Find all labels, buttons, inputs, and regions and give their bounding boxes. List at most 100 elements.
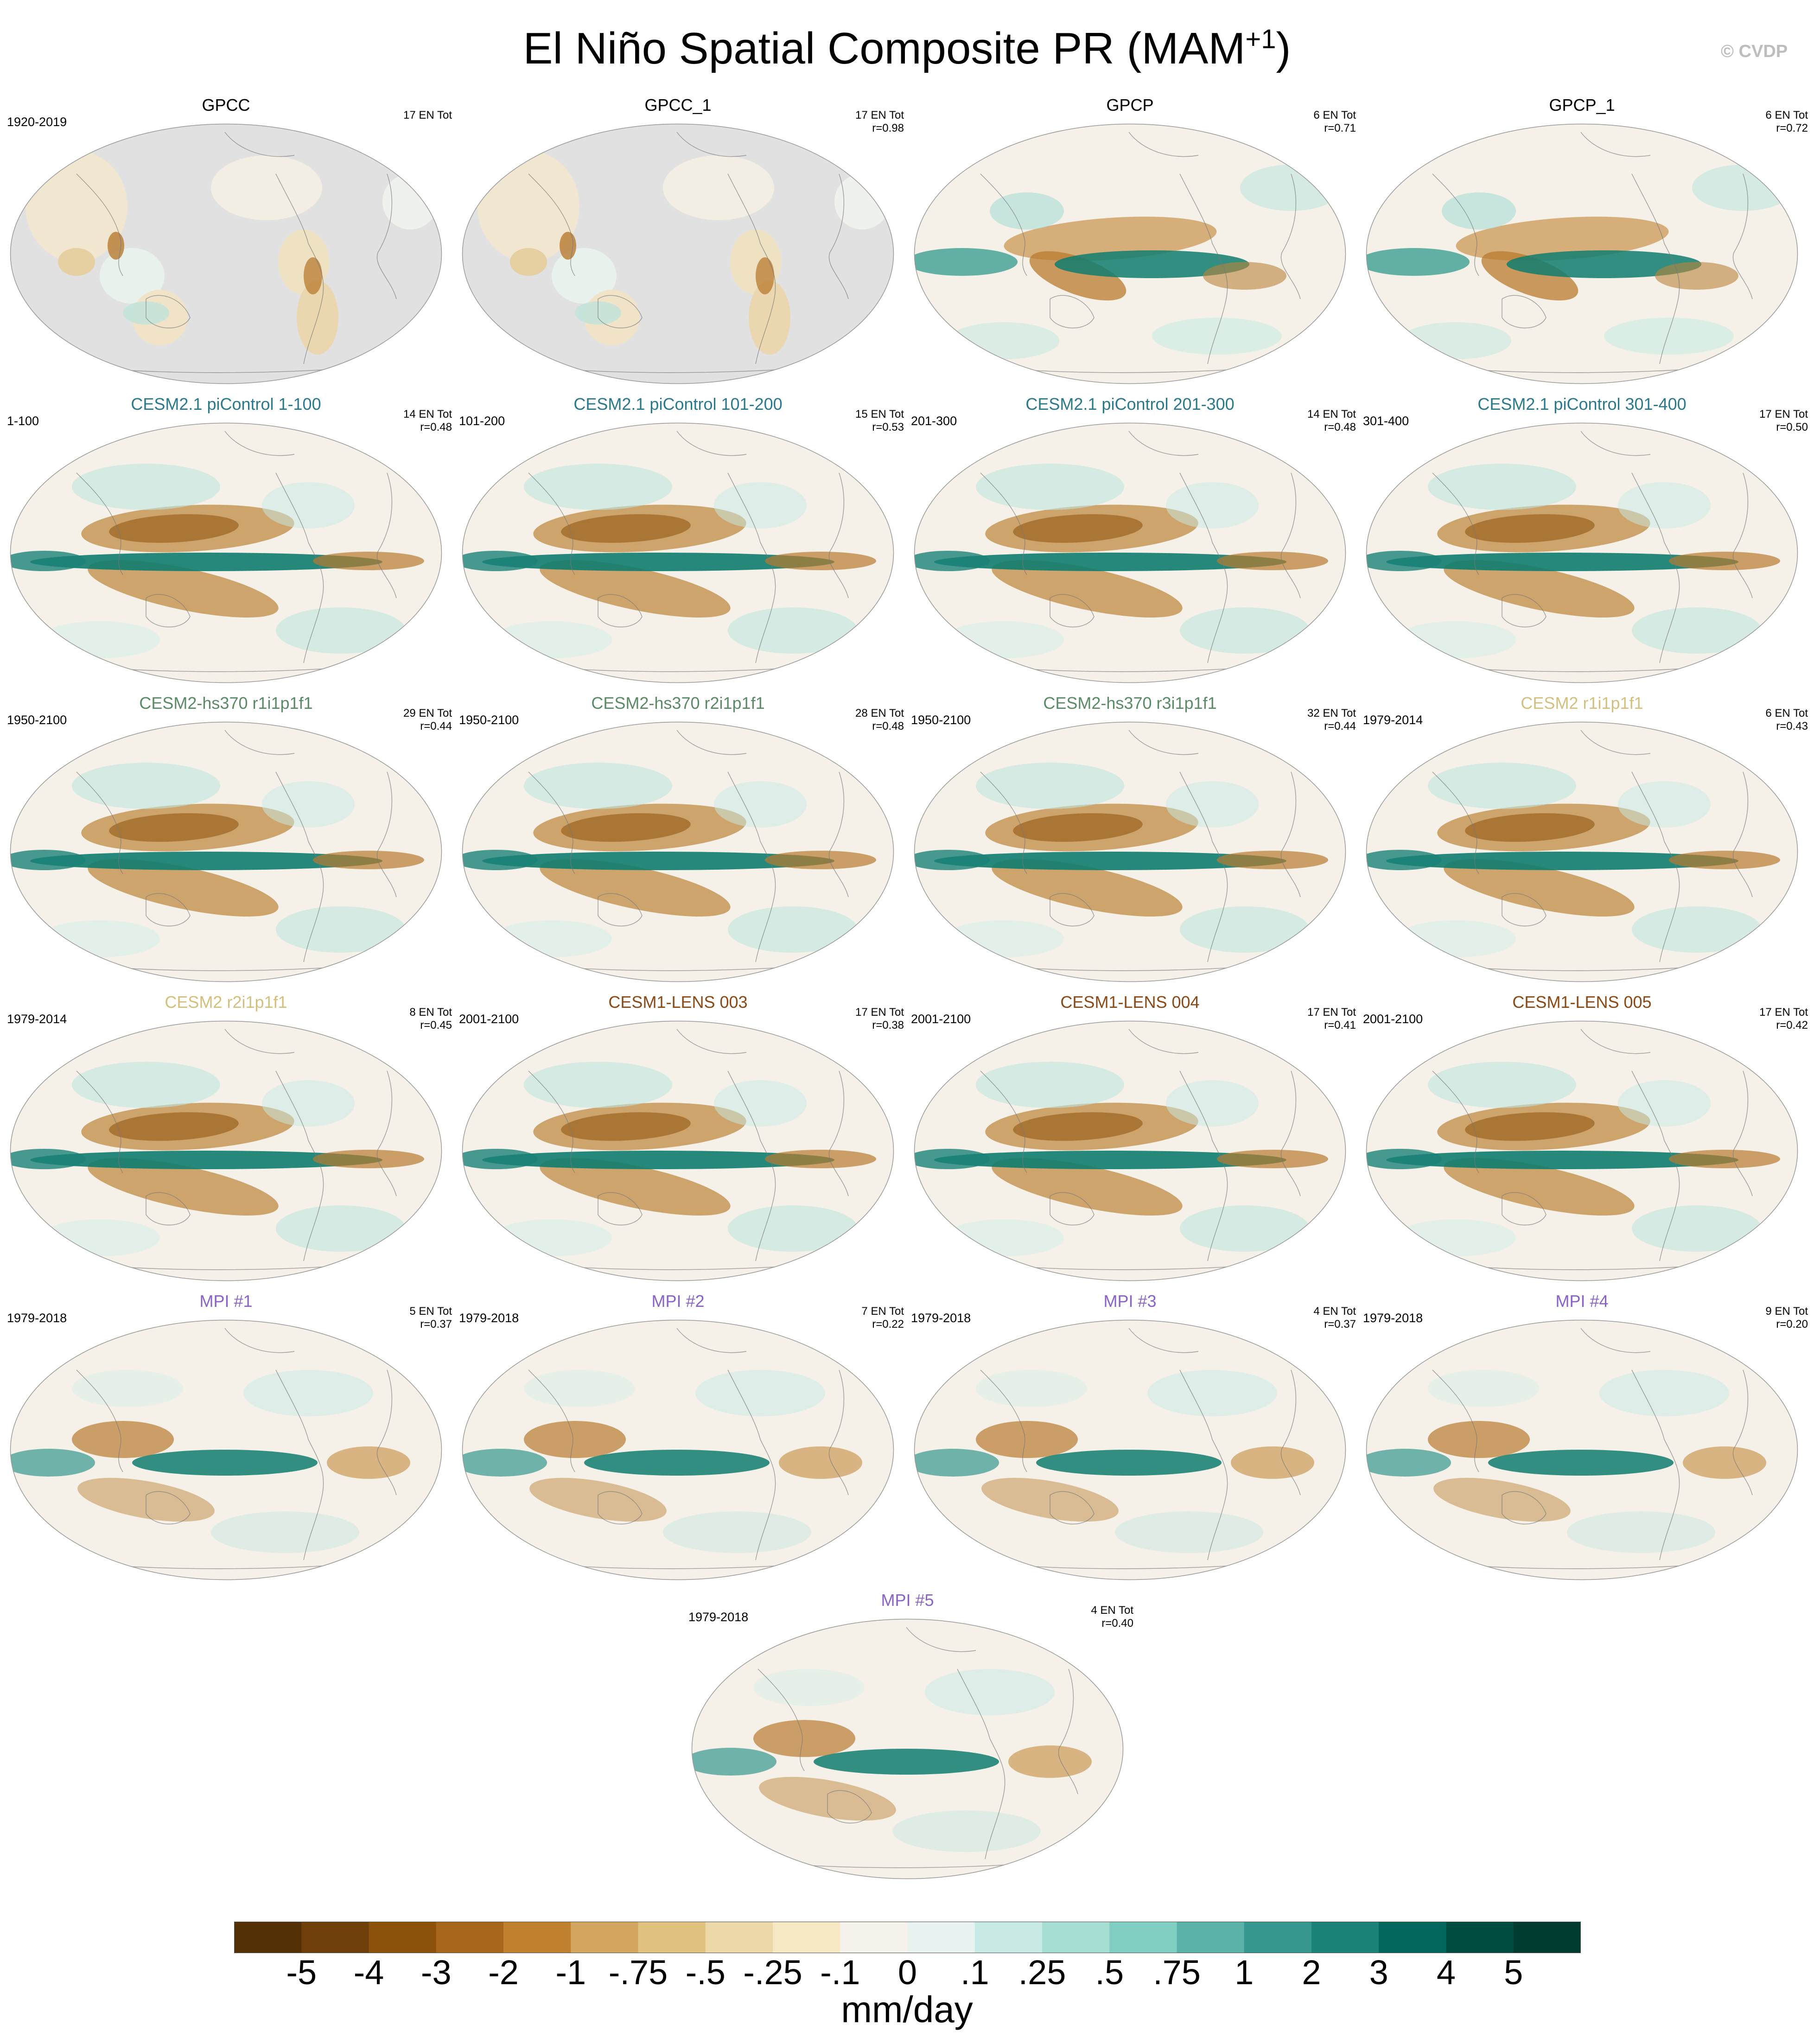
coastline <box>1179 1070 1228 1261</box>
panel-title: GPCP <box>1106 96 1154 115</box>
coastline <box>757 1668 805 1771</box>
panel-stats: 15 EN Tot r=0.53 <box>855 408 904 434</box>
coastline <box>146 893 191 927</box>
panel-stats: 6 EN Tot r=0.43 <box>1765 707 1808 733</box>
wet-anomaly <box>1166 1080 1259 1127</box>
precip-anomaly-field <box>10 1062 424 1256</box>
robinson-map <box>1366 123 1798 384</box>
dry-anomaly <box>1217 1150 1328 1168</box>
colorbar-swatch <box>1244 1922 1312 1953</box>
panel-title: GPCP_1 <box>1549 96 1615 115</box>
coastline <box>828 472 849 599</box>
wet-anomaly <box>1507 250 1701 278</box>
coastline <box>275 1369 324 1560</box>
land-region <box>211 155 322 220</box>
pattern-correlation: r=0.48 <box>420 421 452 433</box>
panel-title: CESM1-LENS 003 <box>608 993 748 1012</box>
land-region <box>834 174 890 229</box>
wet-anomaly <box>1386 1151 1738 1169</box>
dry-anomaly <box>88 1158 279 1216</box>
panel-period: 1979-2018 <box>911 1311 971 1325</box>
wet-anomaly <box>72 1370 183 1407</box>
map-outline <box>914 123 1346 384</box>
event-count: 6 EN Tot <box>1313 109 1356 121</box>
dry-anomaly <box>1004 216 1217 261</box>
wet-anomaly <box>72 763 220 809</box>
figure-title: El Niño Spatial Composite PR (MAM+1) <box>0 12 1814 76</box>
coastline <box>1050 295 1095 329</box>
wet-anomaly <box>72 464 220 510</box>
map-outline <box>1366 721 1798 982</box>
robinson-map <box>462 1319 894 1580</box>
colorbar-swatch <box>1446 1922 1514 1953</box>
wet-anomaly <box>524 464 672 510</box>
panel-stats: 17 EN Tot r=0.38 <box>855 1006 904 1032</box>
coastline <box>598 594 643 628</box>
colorbar-tick-label: 2 <box>1302 1953 1321 1992</box>
wet-anomaly <box>1366 551 1442 571</box>
wet-anomaly <box>714 1080 807 1127</box>
wet-anomaly <box>462 551 538 571</box>
wet-anomaly <box>914 850 990 870</box>
precip-anomaly-field <box>1366 1062 1780 1256</box>
dry-anomaly <box>992 1158 1183 1216</box>
dry-anomaly <box>765 552 876 570</box>
wet-anomaly <box>262 482 355 529</box>
coastline <box>1128 730 1199 755</box>
robinson-map <box>1366 422 1798 683</box>
dry-anomaly <box>304 257 322 294</box>
robinson-map <box>462 1020 894 1281</box>
wet-anomaly <box>491 1219 612 1256</box>
wet-anomaly <box>1618 1080 1711 1127</box>
coastline <box>1050 594 1095 628</box>
colorbar-tick-label: 3 <box>1369 1953 1388 1992</box>
dry-anomaly <box>1456 216 1669 261</box>
panel-period: 2001-2100 <box>911 1012 971 1026</box>
map-outline <box>1366 422 1798 683</box>
coastline <box>1580 431 1651 456</box>
wet-anomaly <box>934 1151 1286 1169</box>
wet-anomaly <box>72 1062 220 1108</box>
dry-anomaly <box>1029 251 1127 301</box>
wet-anomaly <box>1400 322 1511 359</box>
coastline <box>1432 173 1479 276</box>
wet-anomaly <box>1428 1370 1539 1407</box>
dry-anomaly <box>1683 1446 1766 1479</box>
land-region <box>58 248 95 276</box>
pattern-correlation: r=0.48 <box>872 720 904 732</box>
robinson-map <box>914 422 1346 683</box>
coastline <box>1280 771 1301 898</box>
coastline <box>275 472 324 663</box>
dry-anomaly <box>1428 1421 1530 1458</box>
wet-anomaly <box>1180 1205 1310 1252</box>
coastline <box>1280 1369 1301 1496</box>
coastline <box>1580 132 1651 157</box>
wet-anomaly <box>934 553 1286 571</box>
map-panel: GPCC 1920-2019 17 EN Tot <box>0 95 452 396</box>
map-panel: CESM2.1 piControl 201-300 201-300 14 EN To… <box>904 394 1356 695</box>
pattern-correlation: r=0.22 <box>872 1318 904 1331</box>
colorbar-tick-label: .25 <box>1018 1953 1066 1992</box>
wet-anomaly <box>1632 906 1762 953</box>
coastline <box>1732 173 1753 299</box>
dry-anomaly <box>561 813 691 842</box>
wet-anomaly <box>1180 906 1310 953</box>
coastline <box>146 594 191 628</box>
map-panel: CESM2 r1i1p1f1 1979-2014 6 EN Tot r=0.43 <box>1356 693 1808 994</box>
wet-anomaly <box>1488 1450 1674 1476</box>
coastline <box>224 132 295 157</box>
wet-anomaly <box>976 1062 1124 1108</box>
panel-title: CESM2.1 piControl 101-200 <box>573 395 783 414</box>
wet-anomaly <box>934 852 1286 870</box>
dry-anomaly <box>313 851 424 869</box>
coastline <box>1580 1328 1651 1353</box>
coastline <box>1280 1070 1301 1197</box>
precip-anomaly-field <box>914 464 1328 658</box>
colorbar <box>234 1922 1581 1953</box>
coastline <box>1280 472 1301 599</box>
panel-stats: 9 EN Tot r=0.20 <box>1765 1305 1808 1331</box>
dry-anomaly <box>1444 1158 1635 1216</box>
panel-stats: 17 EN Tot r=0.42 <box>1759 1006 1808 1032</box>
colorbar-frame <box>234 1922 1581 1953</box>
colorbar-tick-label: 1 <box>1235 1953 1254 1992</box>
